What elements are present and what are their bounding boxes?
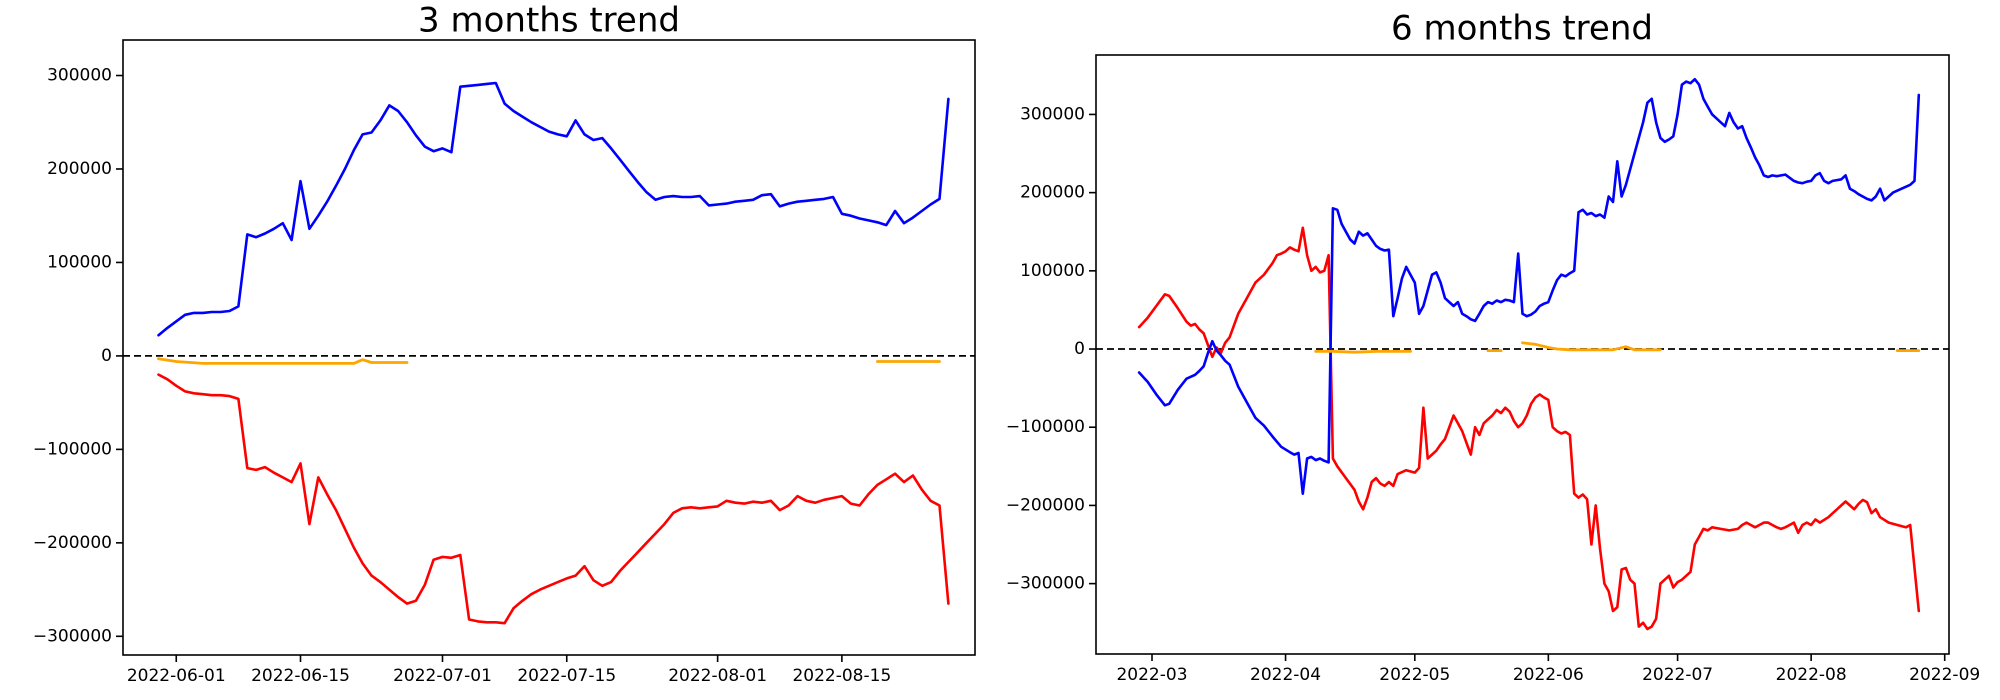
series-orange-segment-3 (1521, 341, 1662, 352)
x-tick-label: 2022-06-01 (127, 666, 226, 686)
series-orange-segment-1 (1314, 349, 1412, 354)
y-tick-label: −200000 (1006, 495, 1085, 515)
y-tick-label: 200000 (1020, 183, 1085, 203)
right-chart-plot-area: 300000 200000 100000 0 −100000 −200000 −300000… (1006, 54, 1980, 685)
series-red-line (157, 373, 950, 625)
y-tick-label: 300000 (47, 66, 112, 86)
y-tick-label: 0 (101, 346, 112, 366)
y-tick-label: 100000 (47, 252, 112, 272)
x-tick-label: 2022-06-15 (251, 666, 350, 686)
plot-border (122, 39, 976, 656)
x-tick-label: 2022-09 (1909, 665, 1980, 685)
right-chart-title: 6 months trend (1391, 9, 1653, 49)
y-tick-label: −100000 (33, 439, 112, 459)
x-tick-label: 2022-04 (1250, 665, 1321, 685)
y-tick-label: 0 (1074, 339, 1085, 359)
x-tick-label: 2022-07-01 (393, 666, 492, 686)
x-tick-label: 2022-05 (1379, 665, 1450, 685)
x-tick-label: 2022-08-15 (792, 666, 891, 686)
series-blue-line (1137, 77, 1921, 496)
x-tick-label: 2022-08 (1776, 665, 1847, 685)
series-red-line (1137, 226, 1921, 631)
plot-border (1095, 54, 1950, 655)
series-blue-line (157, 81, 950, 337)
x-tick-label: 2022-08-01 (668, 666, 767, 686)
y-tick-label: 300000 (1020, 104, 1085, 124)
y-tick-label: −200000 (33, 533, 112, 553)
x-tick-label: 2022-03 (1116, 665, 1187, 685)
y-tick-label: −300000 (33, 626, 112, 646)
left-chart-plot-area: 300000 200000 100000 0 −100000 −200000 −300000… (33, 39, 976, 686)
y-tick-label: −100000 (1006, 417, 1085, 437)
series-orange-segment-1 (157, 357, 409, 365)
y-tick-label: −300000 (1006, 574, 1085, 594)
y-tick-label: 200000 (47, 159, 112, 179)
x-tick-label: 2022-06 (1513, 665, 1584, 685)
x-tick-label: 2022-07 (1642, 665, 1713, 685)
y-tick-label: 100000 (1020, 261, 1085, 281)
x-tick-label: 2022-07-15 (517, 666, 616, 686)
left-chart-title: 3 months trend (418, 1, 680, 41)
